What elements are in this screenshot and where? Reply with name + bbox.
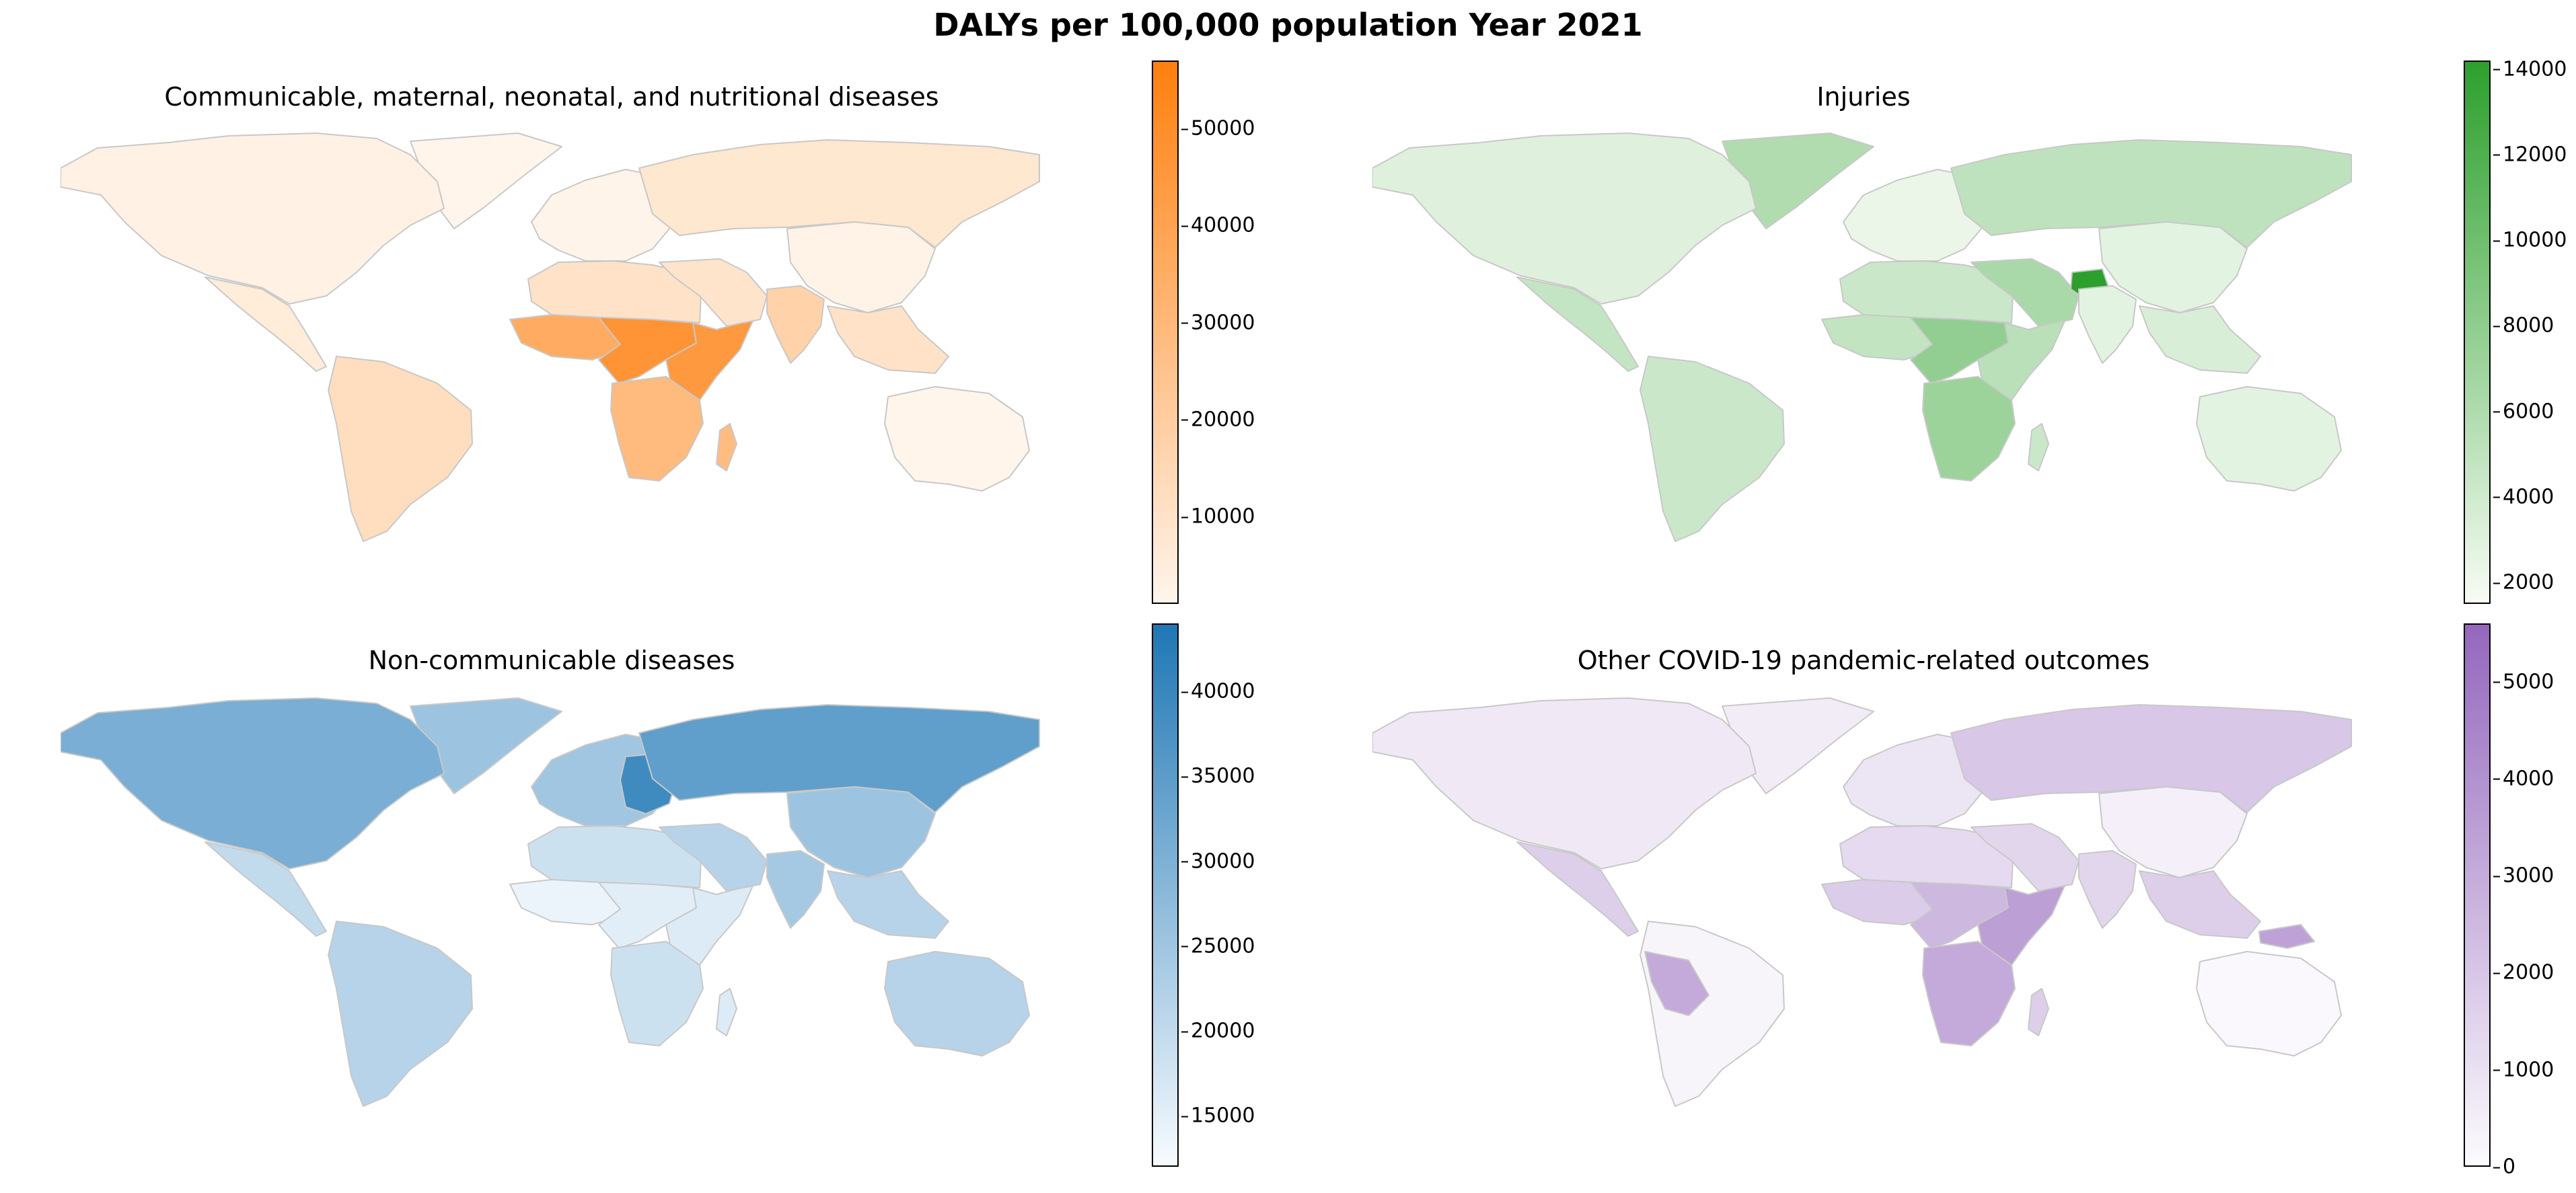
- region-north-africa: [1839, 825, 2014, 888]
- region-russia: [638, 704, 1040, 813]
- colorbar-tick-label: 50000: [1181, 116, 1255, 141]
- region-south-america: [328, 356, 473, 542]
- region-central-africa: [1910, 882, 2009, 949]
- colorbar-tick-label: 40000: [1181, 213, 1255, 237]
- colorbar-injuries: [2464, 61, 2491, 604]
- colorbar-tick-label: 2000: [2493, 960, 2554, 985]
- colorbar-tick-label: 12000: [2493, 143, 2567, 167]
- colorbar-tick-label: 4000: [2493, 485, 2554, 509]
- region-australia: [884, 386, 1030, 492]
- region-south-america: [1640, 921, 1785, 1107]
- colorbar-tick-label: 20000: [1181, 408, 1255, 432]
- colorbar-communicable: [1152, 61, 1179, 604]
- region-middle-east: [659, 258, 768, 327]
- region-central-america: [205, 276, 327, 372]
- region-russia: [1950, 704, 2352, 813]
- region-southeast-asia: [827, 870, 949, 939]
- choropleth-map-injuries: [1372, 132, 2352, 542]
- colorbar-tick-label: 30000: [1181, 849, 1255, 873]
- region-middle-east: [1971, 258, 2080, 327]
- region-southern-africa: [610, 376, 704, 482]
- region-china: [786, 221, 936, 313]
- region-png: [2258, 924, 2315, 949]
- region-central-africa: [1910, 317, 2009, 384]
- colorbar-tick-label: 20000: [1181, 1019, 1255, 1043]
- region-china: [2098, 221, 2248, 313]
- colorbar-tick-label: 0: [2493, 1155, 2516, 1179]
- region-australia: [2196, 386, 2342, 492]
- choropleth-map-noncommunicable: [61, 697, 1040, 1107]
- region-south-asia: [2078, 850, 2137, 929]
- colorbar-covid: [2464, 623, 2491, 1167]
- region-europe: [1843, 169, 1985, 262]
- colorbar-tick-label: 14000: [2493, 57, 2567, 81]
- region-southern-africa: [1922, 376, 2016, 482]
- region-central-africa: [598, 317, 697, 384]
- region-peru-bolivia: [1644, 951, 1709, 1016]
- region-europe: [1843, 734, 1985, 826]
- region-europe: [531, 169, 673, 262]
- region-china: [2098, 786, 2248, 878]
- colorbar-tick-label: 8000: [2493, 313, 2554, 338]
- colorbar-noncommunicable: [1152, 623, 1179, 1167]
- region-central-america: [205, 841, 327, 937]
- colorbar-tick-label: 10000: [1181, 504, 1255, 529]
- region-madagascar: [2028, 423, 2049, 471]
- region-russia: [638, 139, 1040, 248]
- region-southern-africa: [1922, 941, 2016, 1046]
- region-north-africa: [527, 260, 702, 323]
- choropleth-map-covid: [1372, 697, 2352, 1107]
- region-north-africa: [1839, 260, 2014, 323]
- region-north-america: [1372, 132, 1757, 305]
- region-south-america: [328, 921, 473, 1107]
- region-australia: [2196, 951, 2342, 1056]
- region-north-america: [1372, 697, 1757, 870]
- colorbar-tick-label: 6000: [2493, 399, 2554, 424]
- colorbar-tick-label: 25000: [1181, 934, 1255, 958]
- colorbar-tick-label: 10000: [2493, 228, 2567, 252]
- region-middle-east: [1971, 823, 2080, 892]
- region-china: [786, 786, 936, 878]
- colorbar-tick-label: 30000: [1181, 311, 1255, 335]
- region-south-asia: [766, 850, 825, 929]
- region-russia: [1950, 139, 2352, 248]
- colorbar-tick-label: 40000: [1181, 679, 1255, 703]
- colorbar-tick-label: 35000: [1181, 764, 1255, 788]
- colorbar-tick-label: 1000: [2493, 1058, 2554, 1082]
- region-central-america: [1516, 841, 1639, 937]
- region-central-africa: [598, 882, 697, 949]
- region-central-america: [1516, 276, 1639, 372]
- region-southeast-asia: [2139, 305, 2261, 374]
- panel-title-covid: Other COVID-19 pandemic-related outcomes: [1577, 646, 2150, 675]
- region-madagascar: [716, 988, 737, 1036]
- choropleth-map-communicable: [61, 132, 1040, 542]
- figure-title: DALYs per 100,000 population Year 2021: [933, 7, 1643, 43]
- region-madagascar: [2028, 988, 2049, 1036]
- panel-title-injuries: Injuries: [1816, 82, 1911, 112]
- colorbar-tick-label: 2000: [2493, 570, 2554, 594]
- region-south-america: [1640, 356, 1785, 542]
- region-south-asia: [766, 285, 825, 364]
- panel-title-communicable: Communicable, maternal, neonatal, and nu…: [164, 82, 939, 112]
- colorbar-tick-label: 4000: [2493, 767, 2554, 791]
- region-southern-africa: [610, 941, 704, 1046]
- region-north-africa: [527, 825, 702, 888]
- region-southeast-asia: [2139, 870, 2261, 939]
- colorbar-tick-label: 3000: [2493, 863, 2554, 888]
- region-north-america: [61, 132, 445, 305]
- region-australia: [884, 951, 1030, 1056]
- panel-title-noncommunicable: Non-communicable diseases: [368, 646, 735, 675]
- colorbar-tick-label: 15000: [1181, 1104, 1255, 1128]
- colorbar-tick-label: 5000: [2493, 670, 2554, 694]
- region-middle-east: [659, 823, 768, 892]
- region-southeast-asia: [827, 305, 949, 374]
- region-south-asia: [2078, 285, 2137, 364]
- region-north-america: [61, 697, 445, 870]
- region-madagascar: [716, 423, 737, 471]
